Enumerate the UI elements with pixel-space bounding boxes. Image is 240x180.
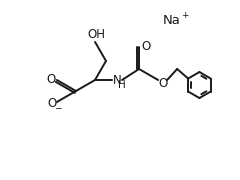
Text: Na: Na [163, 14, 181, 26]
Text: O: O [46, 73, 55, 86]
Text: O: O [141, 39, 151, 53]
Text: OH: OH [87, 28, 105, 41]
Text: H: H [118, 80, 126, 90]
Text: +: + [181, 10, 188, 19]
Text: O: O [47, 96, 57, 109]
Text: −: − [54, 103, 62, 112]
Text: N: N [113, 73, 121, 87]
Text: O: O [158, 76, 168, 89]
